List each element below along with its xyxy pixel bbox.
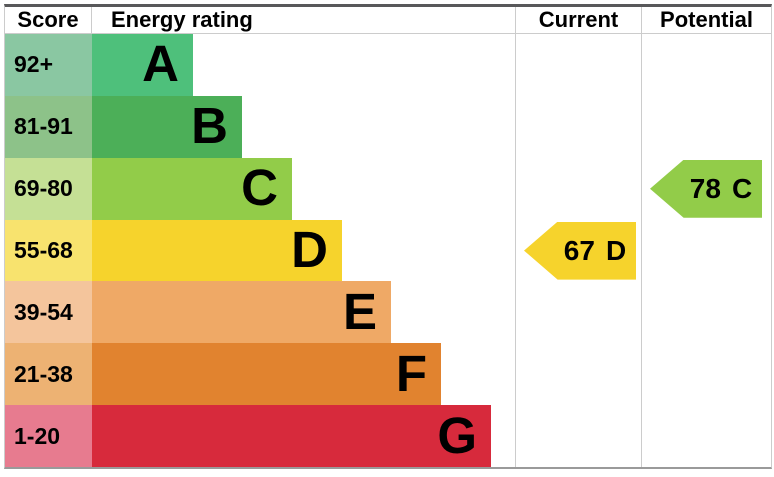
potential-column-cell: 78 C bbox=[641, 157, 771, 220]
rating-table: Score Energy rating Current Potential 92… bbox=[4, 4, 772, 469]
rating-bar: D bbox=[92, 219, 342, 282]
rating-cell: B bbox=[92, 95, 515, 158]
band-row: 55-68 D 67 D bbox=[5, 219, 771, 282]
score-range-cell: 81-91 bbox=[5, 95, 92, 158]
current-column-cell bbox=[515, 405, 641, 467]
rating-bar: B bbox=[92, 95, 242, 158]
rating-bar: F bbox=[92, 343, 441, 406]
score-range-cell: 55-68 bbox=[5, 219, 92, 282]
score-range-label: 1-20 bbox=[14, 422, 61, 449]
rating-bar: A bbox=[92, 34, 193, 96]
band-letter: E bbox=[342, 282, 377, 340]
band-letter: F bbox=[395, 344, 427, 402]
rating-cell: G bbox=[92, 405, 515, 467]
potential-rating-arrow-value: 78 bbox=[689, 172, 721, 204]
current-column-cell bbox=[515, 343, 641, 406]
band-letter: C bbox=[241, 159, 278, 217]
current-column-cell bbox=[515, 34, 641, 96]
potential-column-cell bbox=[641, 219, 771, 282]
current-column-cell: 67 D bbox=[515, 219, 641, 282]
potential-column-cell bbox=[641, 281, 771, 344]
current-column-cell bbox=[515, 157, 641, 220]
band-row: 21-38 F bbox=[5, 343, 771, 406]
current-rating-arrow: 67 D bbox=[524, 221, 636, 280]
score-range-label: 81-91 bbox=[14, 113, 73, 140]
band-row: 69-80 C 78 C bbox=[5, 157, 771, 220]
score-range-label: 69-80 bbox=[14, 175, 73, 202]
band-letter: B bbox=[191, 97, 228, 155]
band-letter: G bbox=[437, 406, 477, 464]
rating-cell: A bbox=[92, 34, 515, 96]
header-potential: Potential bbox=[641, 7, 771, 33]
band-row: 1-20 G bbox=[5, 405, 771, 467]
current-column-cell bbox=[515, 95, 641, 158]
score-range-cell: 21-38 bbox=[5, 343, 92, 406]
score-range-label: 55-68 bbox=[14, 236, 73, 263]
band-row: 81-91 B bbox=[5, 95, 771, 158]
band-row: 92+ A bbox=[5, 34, 771, 96]
score-range-label: 21-38 bbox=[14, 360, 73, 387]
bands-container: 92+ A 81-91 B 69-80 C 78 bbox=[5, 34, 771, 467]
rating-cell: C bbox=[92, 157, 515, 220]
potential-rating-arrow-letter: C bbox=[731, 172, 753, 204]
rating-bar: C bbox=[92, 157, 292, 220]
header-row: Score Energy rating Current Potential bbox=[5, 7, 771, 34]
header-energy-rating: Energy rating bbox=[111, 7, 253, 32]
band-letter: A bbox=[142, 35, 179, 93]
potential-rating-arrow: 78 C bbox=[650, 159, 762, 218]
header-score: Score bbox=[5, 7, 92, 33]
potential-column-cell bbox=[641, 95, 771, 158]
score-range-cell: 1-20 bbox=[5, 405, 92, 467]
score-range-cell: 69-80 bbox=[5, 157, 92, 220]
rating-cell: D bbox=[92, 219, 515, 282]
score-range-cell: 39-54 bbox=[5, 281, 92, 344]
band-letter: D bbox=[291, 220, 328, 278]
current-column-cell bbox=[515, 281, 641, 344]
current-rating-arrow-value: 67 bbox=[563, 234, 595, 266]
potential-column-cell bbox=[641, 343, 771, 406]
band-row: 39-54 E bbox=[5, 281, 771, 344]
rating-cell: E bbox=[92, 281, 515, 344]
score-range-label: 92+ bbox=[14, 51, 54, 78]
score-range-cell: 92+ bbox=[5, 34, 92, 96]
rating-bar: G bbox=[92, 405, 491, 467]
potential-column-cell bbox=[641, 405, 771, 467]
rating-cell: F bbox=[92, 343, 515, 406]
header-current: Current bbox=[515, 7, 641, 33]
score-range-label: 39-54 bbox=[14, 298, 73, 325]
rating-bar: E bbox=[92, 281, 391, 344]
current-rating-arrow-letter: D bbox=[605, 234, 627, 266]
potential-column-cell bbox=[641, 34, 771, 96]
